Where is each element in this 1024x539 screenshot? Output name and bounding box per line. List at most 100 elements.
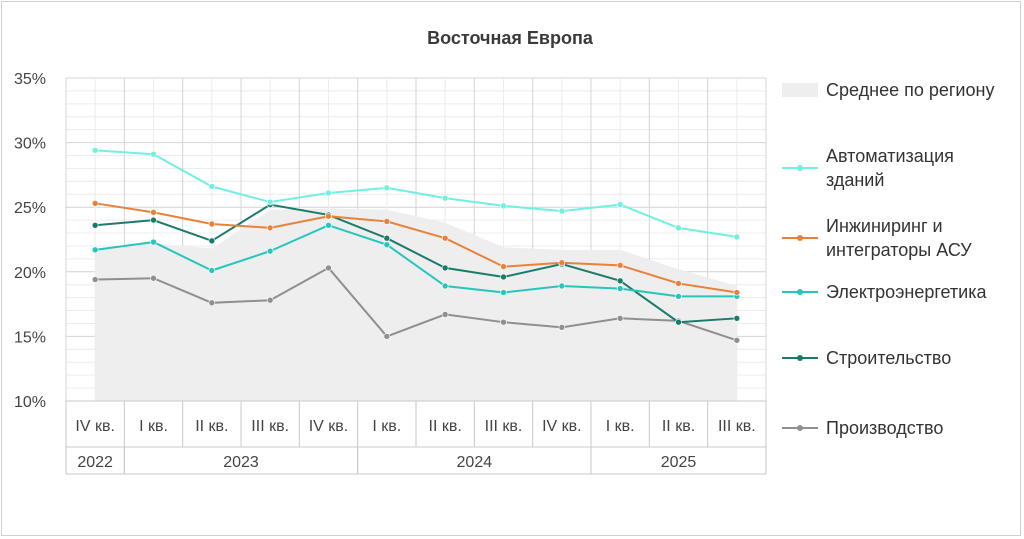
year-label: 2025 xyxy=(661,454,697,471)
data-point xyxy=(91,200,99,207)
x-tick-label: III кв. xyxy=(718,418,756,435)
data-point xyxy=(266,247,274,255)
series-5 xyxy=(91,264,741,344)
year-label: 2024 xyxy=(457,454,493,471)
data-point xyxy=(733,336,741,344)
data-point xyxy=(733,315,741,322)
data-point xyxy=(208,183,216,190)
data-point xyxy=(325,189,332,197)
data-point xyxy=(500,202,507,210)
legend-swatch-area xyxy=(782,83,818,97)
data-point xyxy=(616,277,624,285)
legend-label: зданий xyxy=(826,170,884,190)
series-line xyxy=(95,202,737,294)
y-tick-label: 30% xyxy=(14,136,46,153)
data-point xyxy=(616,315,624,322)
series-1 xyxy=(91,147,741,241)
y-tick-label: 10% xyxy=(14,394,46,411)
legend-label: интеграторы АСУ xyxy=(826,240,972,260)
data-point xyxy=(91,221,99,229)
x-tick-label: III кв. xyxy=(485,418,523,435)
data-point xyxy=(208,237,216,245)
series-line xyxy=(95,149,737,238)
data-point xyxy=(383,234,391,242)
data-point xyxy=(441,234,449,242)
data-point xyxy=(91,147,99,154)
data-point xyxy=(675,318,682,326)
data-point xyxy=(208,267,216,274)
data-point xyxy=(558,282,566,290)
x-tick-label: II кв. xyxy=(662,418,695,435)
data-point xyxy=(616,262,624,269)
series-line xyxy=(95,224,737,298)
data-point xyxy=(266,224,274,232)
data-point xyxy=(441,194,449,202)
chart-title: Восточная Европа xyxy=(427,28,594,48)
legend: Среднее по региону Автоматизация зданий Инж… xyxy=(782,80,994,438)
legend-label: Электроэнергетика xyxy=(826,282,987,302)
data-point xyxy=(91,246,99,254)
legend-label: Производство xyxy=(826,418,943,438)
legend-label: Среднее по региону xyxy=(826,80,994,100)
series-layer xyxy=(91,147,741,344)
data-point xyxy=(500,263,507,270)
legend-label: Автоматизация xyxy=(826,146,954,166)
data-point xyxy=(558,207,566,215)
data-point xyxy=(500,318,507,326)
legend-swatch-marker xyxy=(797,289,803,295)
data-point xyxy=(383,333,391,340)
x-tick-label: IV кв. xyxy=(542,418,582,435)
series-3 xyxy=(91,221,741,300)
data-point xyxy=(383,218,391,225)
year-label: 2022 xyxy=(77,454,113,471)
y-tick-label: 25% xyxy=(14,200,46,217)
y-tick-label: 20% xyxy=(14,265,46,282)
data-point xyxy=(266,198,274,206)
legend-swatch-marker xyxy=(797,235,803,241)
x-tick-label: IV кв. xyxy=(75,418,115,435)
legend-label: Инжиниринг и xyxy=(826,216,943,236)
data-point xyxy=(558,259,566,267)
series-2 xyxy=(91,200,741,296)
x-tick-label: II кв. xyxy=(429,418,462,435)
data-point xyxy=(208,299,216,307)
y-tick-label: 15% xyxy=(14,329,46,346)
data-point xyxy=(500,289,507,296)
x-tick-label: I кв. xyxy=(139,418,168,435)
data-point xyxy=(441,264,449,272)
data-point xyxy=(150,274,157,282)
data-point xyxy=(150,209,157,216)
year-label: 2023 xyxy=(223,454,259,471)
y-tick-label: 35% xyxy=(14,71,46,88)
data-point xyxy=(441,282,449,290)
legend-swatch-marker xyxy=(797,165,803,171)
data-point xyxy=(208,220,216,228)
legend-swatch-marker xyxy=(797,355,803,361)
data-point xyxy=(325,221,332,229)
x-tick-label: IV кв. xyxy=(309,418,349,435)
data-point xyxy=(558,324,566,331)
area-average xyxy=(95,208,737,401)
legend-label: Строительство xyxy=(826,348,951,368)
data-point xyxy=(91,276,99,283)
x-tick-label: II кв. xyxy=(195,418,228,435)
data-point xyxy=(266,296,274,304)
data-point xyxy=(616,285,624,292)
legend-swatch-marker xyxy=(797,425,803,431)
data-point xyxy=(733,233,741,241)
axes: 10% 15% 20% 25% 30% 35% IV кв. I кв. II кв. III к… xyxy=(14,71,767,475)
data-point xyxy=(675,224,682,232)
series-line xyxy=(95,203,737,324)
series-line xyxy=(95,266,738,342)
data-point xyxy=(500,273,507,281)
data-point xyxy=(150,150,157,158)
data-point xyxy=(616,201,624,208)
data-point xyxy=(150,216,157,224)
data-point xyxy=(325,212,332,220)
data-point xyxy=(325,264,332,272)
data-point xyxy=(733,289,741,296)
data-point xyxy=(675,280,682,287)
data-point xyxy=(383,241,391,248)
